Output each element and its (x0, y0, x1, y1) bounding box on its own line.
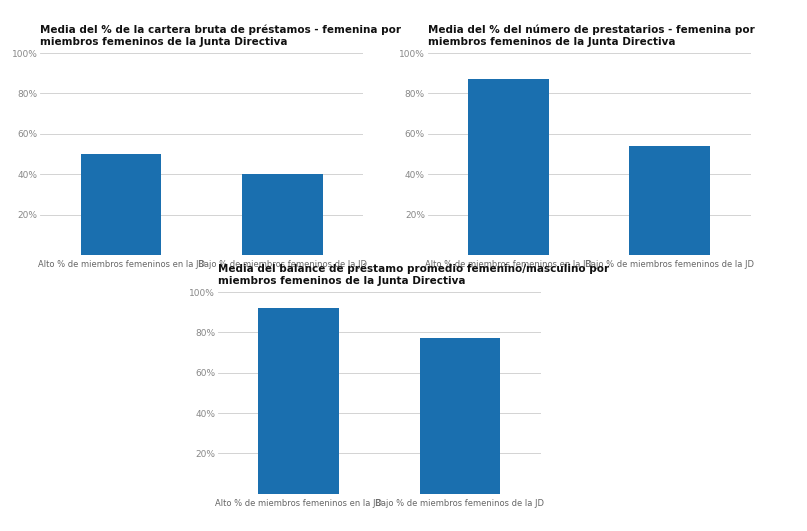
Bar (242, 174, 323, 255)
Bar (420, 338, 500, 494)
Bar (81, 154, 161, 255)
Text: Media del balance de préstamo promedio femenino/masculino por
miembros femeninos: Media del balance de préstamo promedio f… (218, 263, 609, 286)
Text: Media del % del número de prestatarios - femenina por
miembros femeninos de la J: Media del % del número de prestatarios -… (428, 24, 755, 47)
Bar (258, 308, 339, 494)
Text: Media del % de la cartera bruta de préstamos - femenina por
miembros femeninos d: Media del % de la cartera bruta de prést… (40, 24, 401, 47)
Bar (468, 79, 549, 255)
Bar (629, 146, 710, 255)
